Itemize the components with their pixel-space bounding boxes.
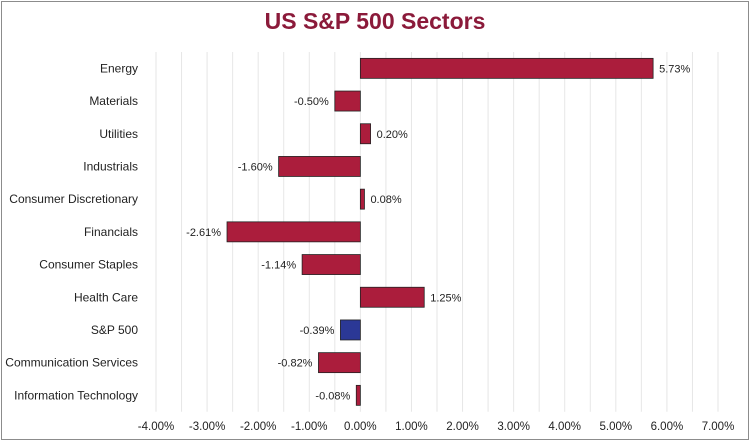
bar bbox=[359, 123, 371, 145]
x-tick-label: 7.00% bbox=[702, 421, 735, 433]
x-tick-label: -3.00% bbox=[189, 421, 225, 433]
category-label: Energy bbox=[100, 61, 138, 75]
x-tick-label: 1.00% bbox=[395, 421, 428, 433]
data-label: 0.20% bbox=[377, 129, 408, 141]
category-label: Materials bbox=[89, 94, 138, 108]
category-label: Consumer Discretionary bbox=[9, 192, 138, 206]
category-label: Utilities bbox=[99, 127, 138, 141]
x-tick-label: 5.00% bbox=[600, 421, 633, 433]
category-label: S&P 500 bbox=[91, 323, 138, 337]
data-label: -0.08% bbox=[315, 390, 350, 402]
category-label: Information Technology bbox=[14, 388, 138, 402]
bar bbox=[226, 221, 361, 243]
x-tick-label: -1.00% bbox=[291, 421, 327, 433]
bars bbox=[226, 57, 654, 406]
data-label: -0.50% bbox=[294, 96, 329, 108]
data-label: 1.25% bbox=[430, 292, 461, 304]
bar bbox=[359, 57, 654, 79]
data-label: 0.08% bbox=[370, 194, 401, 206]
data-labels: 5.73% -0.50% 0.20% -1.60% 0.08% -2.61% -1.14% 1… bbox=[186, 63, 690, 402]
category-label: Industrials bbox=[83, 159, 138, 173]
x-tick-label: 2.00% bbox=[446, 421, 479, 433]
category-label: Financials bbox=[84, 225, 138, 239]
bar bbox=[278, 156, 361, 177]
data-label: 5.73% bbox=[659, 63, 690, 75]
x-tick-label: -2.00% bbox=[240, 421, 276, 433]
category-label: Consumer Staples bbox=[39, 258, 138, 272]
x-tick-label: 4.00% bbox=[548, 421, 581, 433]
category-label: Communication Services bbox=[5, 356, 138, 370]
x-tick-label: 6.00% bbox=[651, 421, 684, 433]
bar bbox=[340, 319, 361, 341]
data-label: -2.61% bbox=[186, 227, 221, 239]
x-tick-labels: -4.00% -3.00% -2.00% -1.00% 0.00% 1.00% 2.00% 3… bbox=[138, 421, 735, 433]
bar bbox=[318, 352, 361, 374]
bar bbox=[301, 254, 361, 275]
chart-title: US S&P 500 Sectors bbox=[264, 8, 486, 34]
x-tick-label: -4.00% bbox=[138, 421, 174, 433]
data-label: -0.39% bbox=[300, 325, 335, 337]
x-tick-label: 3.00% bbox=[497, 421, 530, 433]
bar bbox=[359, 188, 365, 210]
data-label: -0.82% bbox=[278, 358, 313, 370]
category-labels: Energy Materials Utilities Industrials Consu… bbox=[5, 61, 138, 402]
bar bbox=[334, 90, 361, 112]
data-label: -1.60% bbox=[238, 161, 273, 173]
bar bbox=[359, 286, 425, 308]
x-tick-label: 0.00% bbox=[344, 421, 377, 433]
category-label: Health Care bbox=[74, 290, 138, 304]
data-label: -1.14% bbox=[261, 260, 296, 272]
bar bbox=[355, 384, 361, 406]
